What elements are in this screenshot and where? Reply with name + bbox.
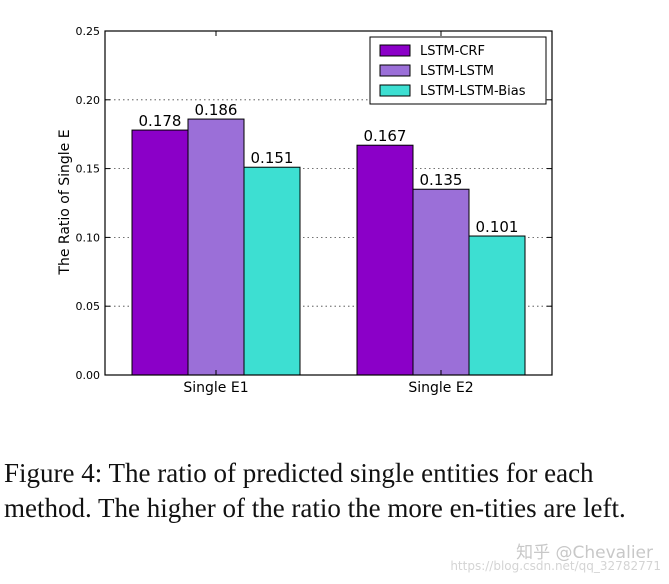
x-tick-label: Single E2 — [408, 380, 473, 396]
bar — [412, 188, 470, 376]
watermark-url: https://blog.csdn.net/qq_32782771 — [450, 559, 661, 573]
axis-ticks: 0.00 0.05 0.10 0.15 0.20 0.25 Single E1 Single … — [76, 25, 552, 396]
watermark-text: 知乎 @Chevalier — [516, 543, 653, 563]
y-tick-label: 0.00 — [76, 369, 101, 382]
bar — [187, 118, 245, 376]
legend-label: LSTM-LSTM — [420, 64, 494, 79]
bar-value-label: 0.101 — [476, 218, 519, 236]
y-tick-label: 0.25 — [76, 25, 101, 38]
bar — [356, 144, 414, 376]
plot-frame — [104, 30, 553, 376]
y-tick-label: 0.15 — [76, 163, 101, 176]
y-axis-label: The Ratio of Single E — [57, 129, 73, 275]
data-labels: 0.178 0.186 0.151 0.167 0.135 0.101 — [139, 101, 519, 236]
legend-swatch — [379, 64, 411, 77]
bar — [131, 129, 189, 376]
y-tick-label: 0.20 — [76, 94, 101, 107]
x-tick-label: Single E1 — [183, 380, 248, 396]
bar — [243, 166, 301, 376]
y-tick-label: 0.05 — [76, 300, 101, 313]
bar-value-label: 0.178 — [139, 112, 182, 130]
y-tick-label: 0.10 — [76, 231, 101, 244]
bars — [131, 118, 526, 376]
legend-swatch — [379, 84, 411, 97]
figure-caption: Figure 4: The ratio of predicted single … — [4, 458, 626, 523]
legend-label: LSTM-CRF — [420, 44, 485, 59]
bar-value-label: 0.186 — [195, 101, 238, 119]
bar — [468, 235, 526, 376]
bar-value-label: 0.135 — [420, 171, 463, 189]
legend-swatch — [379, 44, 411, 57]
legend: LSTM-CRF LSTM-LSTM LSTM-LSTM-Bias — [369, 36, 547, 105]
bar-value-label: 0.151 — [251, 149, 294, 167]
bar-value-label: 0.167 — [364, 127, 407, 145]
legend-label: LSTM-LSTM-Bias — [420, 84, 526, 99]
